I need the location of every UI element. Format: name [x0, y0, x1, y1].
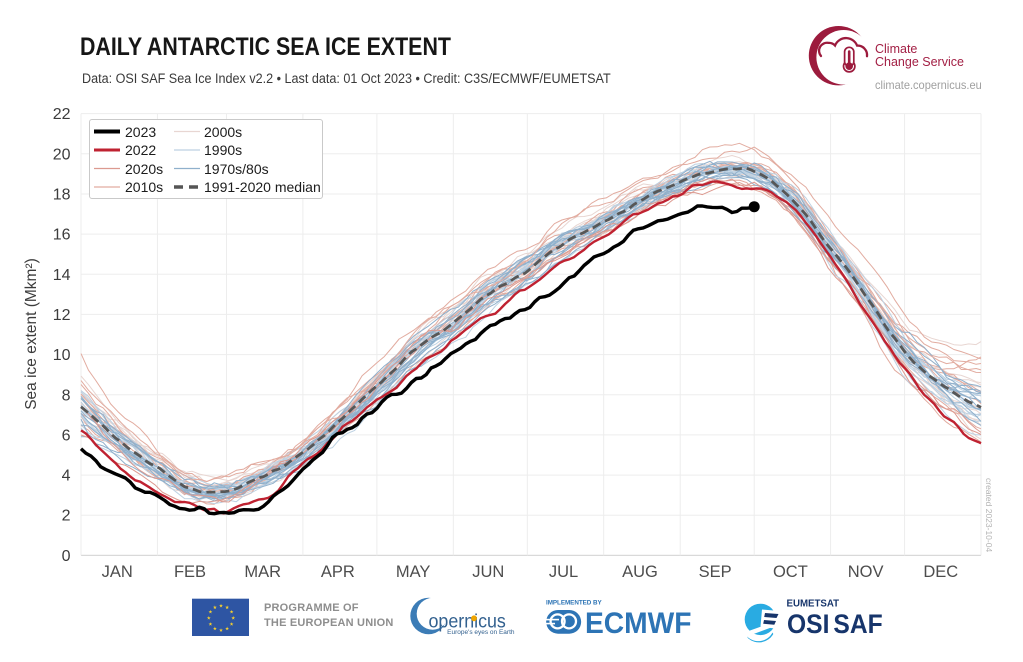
svg-text:SEP: SEP — [699, 563, 732, 581]
svg-text:APR: APR — [321, 563, 355, 581]
svg-text:20: 20 — [53, 146, 71, 163]
svg-text:2: 2 — [62, 508, 71, 525]
svg-text:DEC: DEC — [923, 563, 958, 581]
svg-text:IMPLEMENTED BY: IMPLEMENTED BY — [546, 600, 602, 607]
svg-text:18: 18 — [53, 187, 71, 204]
svg-text:8: 8 — [62, 387, 71, 404]
svg-text:0: 0 — [62, 548, 71, 565]
svg-text:AUG: AUG — [622, 563, 658, 581]
svg-text:6: 6 — [62, 427, 71, 444]
svg-text:10: 10 — [53, 347, 71, 364]
svg-text:16: 16 — [53, 227, 71, 244]
svg-text:Europe's eyes on Earth: Europe's eyes on Earth — [447, 629, 515, 636]
svg-text:FEB: FEB — [174, 563, 206, 581]
svg-text:JUN: JUN — [472, 563, 504, 581]
svg-text:SAF: SAF — [833, 610, 882, 639]
svg-text:EUMETSAT: EUMETSAT — [786, 598, 839, 609]
svg-text:Sea ice extent (Mkm²): Sea ice extent (Mkm²) — [23, 258, 40, 410]
svg-text:14: 14 — [53, 267, 71, 284]
svg-text:MAR: MAR — [244, 563, 281, 581]
svg-text:MAY: MAY — [396, 563, 431, 581]
svg-text:4: 4 — [62, 468, 71, 485]
svg-text:NOV: NOV — [848, 563, 884, 581]
svg-text:created 2023-10-04: created 2023-10-04 — [984, 478, 994, 552]
svg-text:JUL: JUL — [549, 563, 578, 581]
svg-text:ECMWF: ECMWF — [585, 607, 692, 640]
svg-text:OSI: OSI — [787, 610, 829, 639]
svg-text:OCT: OCT — [773, 563, 808, 581]
svg-text:22: 22 — [53, 106, 71, 123]
svg-text:JAN: JAN — [102, 563, 133, 581]
svg-text:opernicus: opernicus — [429, 610, 506, 632]
svg-text:12: 12 — [53, 307, 71, 324]
